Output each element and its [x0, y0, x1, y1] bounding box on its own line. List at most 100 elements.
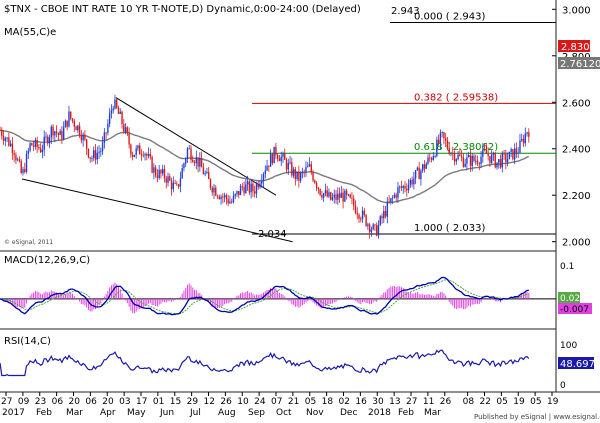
time-month-label: May — [127, 408, 146, 418]
candle-body — [492, 153, 495, 155]
candle-body — [388, 201, 390, 203]
candle-body — [62, 127, 65, 139]
candle-body — [257, 183, 259, 188]
time-month-label: Mar — [424, 408, 441, 418]
candle-body — [345, 190, 348, 195]
candle-body — [66, 120, 68, 127]
time-tick-label: 18 — [322, 397, 334, 407]
candle-body — [169, 176, 171, 181]
candle-body — [450, 153, 452, 154]
candle-body — [444, 138, 447, 141]
candle-body — [439, 132, 442, 144]
candle-body — [6, 137, 8, 139]
candle-body — [390, 198, 392, 203]
candle-body — [391, 197, 394, 199]
candle-body — [59, 130, 61, 135]
candle-body — [91, 158, 93, 159]
time-tick-label: 19 — [513, 397, 525, 407]
time-tick-label: 23 — [35, 397, 46, 407]
candle-body — [158, 169, 160, 178]
candle-body — [223, 195, 226, 198]
candle-body — [197, 157, 199, 167]
candle-body — [47, 136, 49, 144]
candle-body — [101, 142, 104, 152]
candle-body — [238, 191, 240, 196]
candle-body — [358, 214, 360, 219]
time-month-label: Apr — [100, 408, 116, 418]
candle-body — [29, 143, 31, 151]
time-tick-label: 16 — [355, 397, 367, 407]
candle-body — [27, 150, 29, 154]
candle-body — [57, 133, 60, 135]
candle-body — [498, 159, 500, 163]
candle-body — [183, 163, 185, 169]
macd-label: MACD(12,26,9,C) — [4, 255, 90, 266]
candle-body — [441, 132, 443, 133]
candle-body — [243, 186, 245, 194]
candle-body — [374, 224, 376, 226]
candle-body — [207, 171, 210, 180]
copyright-label: © eSignal, 2011 — [4, 239, 53, 246]
candle-body — [15, 155, 17, 161]
candle-body — [353, 198, 355, 206]
candle-body — [452, 153, 454, 154]
candle-body — [517, 152, 519, 154]
time-tick-label: 06 — [52, 397, 64, 407]
candle-body — [437, 139, 440, 144]
time-month-label: Sep — [248, 408, 265, 418]
last-price-tag: 2.830 — [558, 40, 590, 53]
time-tick-label: 30 — [372, 397, 384, 407]
macd-value-tag: 0.02 — [558, 292, 580, 304]
time-month-label: Feb — [36, 408, 52, 418]
candle-body — [322, 193, 325, 198]
candle-body — [397, 187, 399, 198]
candle-body — [434, 156, 436, 157]
candle-body — [367, 224, 369, 226]
candle-body — [68, 111, 70, 127]
candle-body — [282, 153, 284, 157]
candle-body — [176, 183, 178, 185]
time-axis: 27 09 23 06 20 06 20 03 17 01 15 29 12 26 10 24 07 21 05 18… — [1, 392, 559, 418]
candle-body — [36, 139, 38, 148]
macd-hist-tag: -0.007 — [558, 303, 592, 315]
candle-body — [266, 165, 268, 171]
candle-body — [278, 158, 281, 162]
candle-body — [480, 156, 482, 165]
candle-body — [298, 171, 300, 181]
candle-body — [383, 210, 385, 219]
time-tick-label: 27 — [1, 397, 12, 407]
candle-body — [202, 167, 205, 175]
candle-body — [522, 138, 525, 144]
time-month-label: Nov — [306, 408, 324, 418]
candle-body — [395, 194, 397, 198]
candle-body — [174, 182, 176, 184]
candle-body — [271, 153, 274, 164]
candle-body — [317, 187, 320, 189]
fib-level-label: 1.000 ( 2.033) — [414, 223, 486, 234]
candle-body — [464, 163, 466, 167]
moving-average — [0, 129, 530, 204]
fib-level-label: 0.000 ( 2.943) — [414, 12, 486, 23]
time-month-label: Jun — [159, 408, 174, 418]
candle-body — [61, 130, 63, 139]
candle-body — [475, 160, 477, 162]
candle-body — [453, 153, 456, 162]
candle-body — [230, 201, 233, 203]
time-tick-label: 29 — [187, 397, 199, 407]
candle-body — [222, 196, 224, 198]
candle-body — [128, 133, 130, 145]
candle-body — [460, 155, 463, 158]
candle-body — [31, 143, 33, 146]
candle-body — [363, 210, 366, 215]
macd-tick-top: 0.1 — [560, 262, 574, 272]
candle-body — [333, 194, 335, 198]
time-month-label: Jul — [189, 408, 201, 418]
candle-body — [252, 183, 254, 192]
candle-body — [308, 164, 311, 167]
candle-body — [133, 154, 136, 157]
candle-body — [513, 148, 516, 160]
candle-body — [328, 192, 330, 197]
candle-body — [524, 133, 526, 144]
candle-body — [253, 191, 256, 194]
candle-body — [45, 136, 47, 138]
